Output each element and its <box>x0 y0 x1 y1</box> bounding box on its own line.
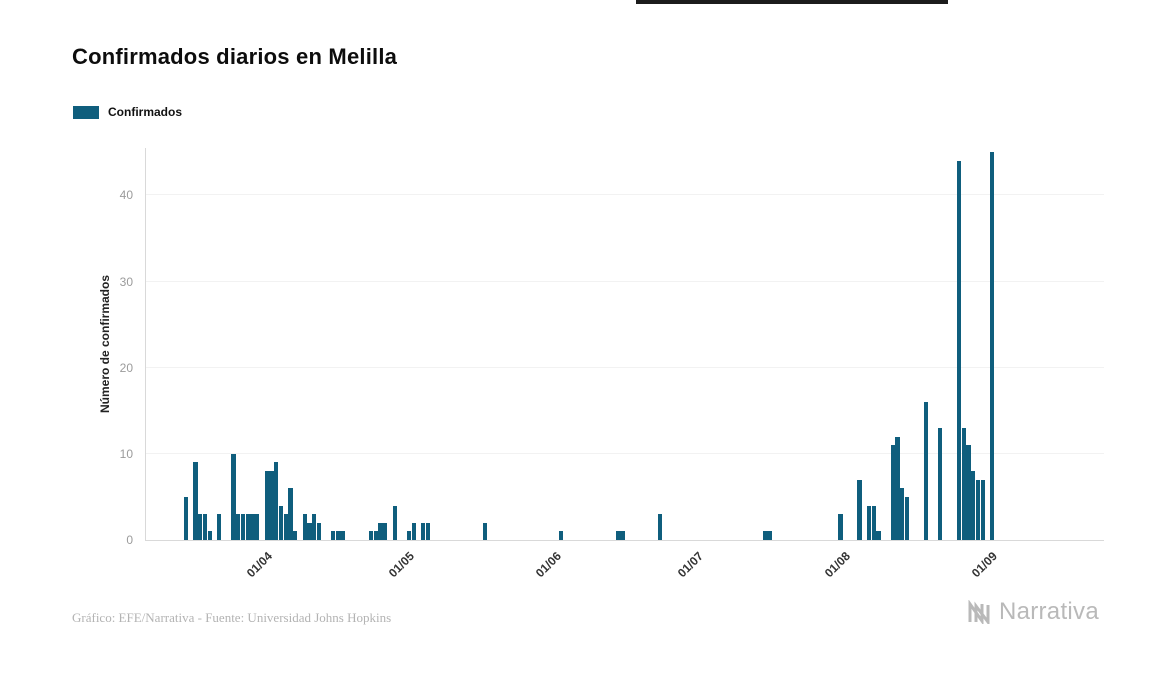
gridline <box>146 452 1104 454</box>
bar-25-04[interactable] <box>378 522 383 540</box>
bar-18-03[interactable] <box>198 514 203 540</box>
y-tick-label: 30 <box>119 274 133 289</box>
top-edge-artifact <box>636 0 948 4</box>
bar-16-07[interactable] <box>767 531 772 540</box>
bar-04-04[interactable] <box>278 505 284 540</box>
bar-24-04[interactable] <box>373 531 378 540</box>
y-axis-title: Número de confirmados <box>98 274 112 414</box>
bar-26-04[interactable] <box>383 522 388 540</box>
y-tick-label: 0 <box>126 533 133 547</box>
narrativa-n-icon <box>967 600 993 624</box>
bar-01-05[interactable] <box>406 531 412 540</box>
bar-06-08[interactable] <box>866 505 872 540</box>
x-tick-label: 01/07 <box>674 549 707 581</box>
bar-12-08[interactable] <box>895 436 900 540</box>
bar-14-08[interactable] <box>904 496 910 540</box>
bar-31-07[interactable] <box>838 514 843 540</box>
bar-12-04[interactable] <box>316 522 321 540</box>
bar-04-08[interactable] <box>857 479 862 540</box>
bar-26-03[interactable] <box>236 514 241 540</box>
bar-07-08[interactable] <box>871 505 876 540</box>
y-tick-label: 20 <box>119 360 133 375</box>
bar-29-08[interactable] <box>975 479 981 540</box>
bar-23-04[interactable] <box>368 531 374 540</box>
bar-28-08[interactable] <box>971 471 976 540</box>
legend-item-confirmados[interactable]: Confirmados <box>73 105 182 119</box>
bar-09-04[interactable] <box>302 514 307 540</box>
bar-23-06[interactable] <box>658 514 663 540</box>
narrativa-logo: Narrativa <box>967 598 1099 626</box>
bar-15-07[interactable] <box>762 531 767 540</box>
bar-01-04[interactable] <box>264 471 269 540</box>
x-tick-label: 01/05 <box>385 549 417 581</box>
bar-07-04[interactable] <box>293 531 298 540</box>
bar-17-03[interactable] <box>193 462 198 540</box>
x-tick-label: 01/04 <box>243 549 275 581</box>
gridline <box>146 366 1104 368</box>
bar-04-05[interactable] <box>421 522 426 540</box>
y-tick-label: 10 <box>119 446 133 461</box>
bar-03-04[interactable] <box>274 462 279 540</box>
bar-15-03[interactable] <box>183 496 189 540</box>
bar-17-05[interactable] <box>482 522 487 540</box>
x-tick-label: 01/08 <box>821 549 854 581</box>
bar-06-04[interactable] <box>288 488 293 540</box>
bar-26-08[interactable] <box>961 428 966 540</box>
legend-swatch-icon <box>73 105 99 119</box>
chart-title: Confirmados diarios en Melilla <box>72 44 398 69</box>
bar-27-08[interactable] <box>966 445 971 540</box>
bar-30-08[interactable] <box>980 479 985 540</box>
bar-11-08[interactable] <box>890 445 895 540</box>
x-tick-label: 01/06 <box>532 549 564 581</box>
bar-10-04[interactable] <box>307 522 312 540</box>
plot-area: 0 10 20 30 40 01/04 01/05 01/06 01/07 01/08 01/09 <box>120 148 1104 580</box>
bar-22-03[interactable] <box>217 514 222 540</box>
bar-19-03[interactable] <box>202 514 208 540</box>
bar-29-03[interactable] <box>250 514 255 540</box>
bar-15-06[interactable] <box>620 531 625 540</box>
y-tick-label: 40 <box>119 188 133 203</box>
legend-label: Confirmados <box>108 105 183 119</box>
bar-02-05[interactable] <box>411 522 416 540</box>
bar-27-03[interactable] <box>240 514 246 540</box>
bar-17-04[interactable] <box>340 531 345 540</box>
bar-05-04[interactable] <box>283 514 288 540</box>
bar-02-04[interactable] <box>269 471 274 540</box>
bar-14-06[interactable] <box>615 531 620 540</box>
bar-05-05[interactable] <box>425 522 431 540</box>
bar-18-08[interactable] <box>923 402 929 540</box>
bar-01-09[interactable] <box>990 152 995 540</box>
bar-21-08[interactable] <box>938 428 943 540</box>
bar-16-04[interactable] <box>335 531 340 540</box>
bar-13-08[interactable] <box>900 488 905 540</box>
gridline <box>146 194 1104 196</box>
narrativa-wordmark: Narrativa <box>998 598 1099 625</box>
bar-28-04[interactable] <box>392 505 397 540</box>
bar-20-03[interactable] <box>207 531 212 540</box>
bar-08-08[interactable] <box>876 531 881 540</box>
gridline <box>146 280 1104 282</box>
bar-25-08[interactable] <box>956 160 962 540</box>
x-tick-label: 01/09 <box>968 549 1001 581</box>
bar-15-04[interactable] <box>330 531 336 540</box>
bar-28-03[interactable] <box>245 514 250 540</box>
bar-02-06[interactable] <box>558 531 563 540</box>
source-credit: Gráfico: EFE/Narrativa - Fuente: Univers… <box>72 610 392 625</box>
bar-30-03[interactable] <box>255 514 260 540</box>
bar-11-04[interactable] <box>311 514 317 540</box>
bar-25-03[interactable] <box>231 453 236 540</box>
